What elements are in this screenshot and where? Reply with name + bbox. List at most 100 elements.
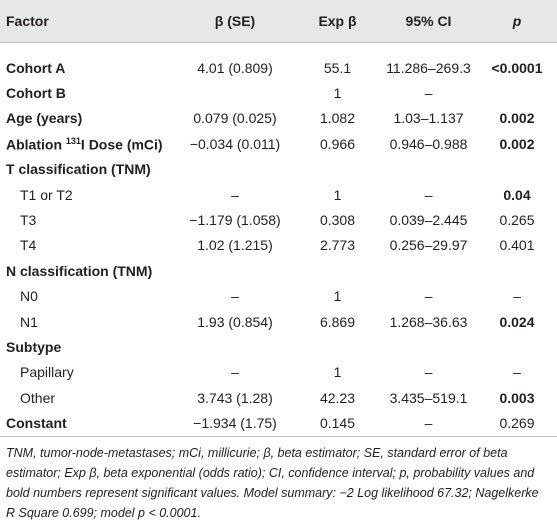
table-row: T1 or T2 – 1 – 0.04 (0, 182, 557, 207)
table-header: Factor β (SE) Exp β 95% CI p (0, 0, 557, 43)
exp-beta-cell (295, 334, 380, 359)
p-cell: 0.04 (503, 186, 531, 203)
p-cell (477, 334, 557, 359)
p-cell: <0.0001 (491, 59, 543, 76)
beta-se-cell (175, 157, 295, 182)
p-cell (477, 157, 557, 182)
beta-se-cell (175, 258, 295, 283)
beta-se-cell: 0.079 (0.025) (193, 110, 277, 127)
factor-cell: Cohort B (6, 85, 66, 102)
exp-beta-cell: 1 (333, 85, 342, 102)
ci-cell: – (424, 364, 433, 381)
p-cell: 0.002 (499, 110, 535, 127)
ci-cell (380, 258, 477, 283)
ci-cell: – (424, 288, 433, 305)
ci-cell (380, 334, 477, 359)
p-cell: 0.002 (499, 135, 535, 152)
table-row: N0 – 1 – – (0, 284, 557, 309)
ci-cell: – (380, 410, 477, 437)
factor-cell: T4 (20, 237, 37, 254)
ci-cell: 0.039–2.445 (389, 212, 468, 229)
factor-cell: Subtype (6, 338, 62, 355)
factor-cell: Age (years) (6, 110, 83, 127)
p-cell: 0.265 (499, 212, 535, 229)
beta-se-cell: 1.02 (1.215) (197, 237, 273, 254)
ci-cell: 3.435–519.1 (389, 389, 468, 406)
beta-se-cell: – (231, 364, 239, 381)
exp-beta-cell: 55.1 (323, 59, 352, 76)
table-row: T3 −1.179 (1.058) 0.308 0.039–2.445 0.265 (0, 207, 557, 232)
table-row: N classification (TNM) (0, 258, 557, 283)
table-row: Constant −1.934 (1.75) 0.145–0.269 (0, 410, 557, 437)
factor-cell: Cohort A (6, 59, 66, 76)
exp-beta-cell (295, 157, 380, 182)
ci-cell: 11.286–269.3 (386, 59, 471, 76)
p-cell: – (513, 288, 521, 305)
exp-beta-cell: 2.773 (319, 237, 356, 254)
exp-beta-cell: 0.308 (319, 212, 356, 229)
factor-text: Ablation (6, 136, 62, 153)
beta-se-cell: – (231, 288, 239, 305)
table-row: Age (years) 0.079 (0.025) 1.082 1.03–1.137 0… (0, 106, 557, 131)
p-cell: – (513, 364, 521, 381)
table-row: Subtype (0, 334, 557, 359)
ci-cell: 0.256–29.97 (389, 237, 468, 254)
table-row: Other 3.743 (1.28) 42.23 3.435–519.1 0.003 (0, 385, 557, 410)
exp-beta-cell: 1 (333, 186, 342, 203)
footnote: TNM, tumor-node-metastases; mCi, millicu… (6, 445, 539, 520)
table-row: T classification (TNM) (0, 157, 557, 182)
exp-beta-cell: 1 (333, 364, 342, 381)
factor-cell: Ablation 131I Dose (mCi) (0, 131, 175, 156)
p-cell (477, 258, 557, 283)
exp-beta-cell: 1.082 (319, 110, 356, 127)
beta-se-cell: −1.179 (1.058) (189, 212, 281, 229)
factor-cell: T classification (TNM) (6, 161, 151, 178)
factor-cell: T1 or T2 (20, 186, 73, 203)
ci-cell: 0.946–0.988 (389, 135, 468, 152)
ci-cell (380, 157, 477, 182)
table-row: T4 1.02 (1.215) 2.773 0.256–29.97 0.401 (0, 233, 557, 258)
factor-cell: T3 (20, 212, 37, 229)
table-row: Ablation 131I Dose (mCi) −0.034 (0.011) 0.… (0, 131, 557, 156)
table-row: Cohort B 1 – (0, 80, 557, 105)
table-row: Cohort A 4.01 (0.809) 55.1 11.286–269.3 <0.0… (0, 55, 557, 80)
p-cell: 0.003 (499, 389, 535, 406)
results-table: Factor β (SE) Exp β 95% CI p Cohort A 4.0… (0, 0, 557, 437)
p-cell (477, 80, 557, 105)
factor-cell: Constant (0, 410, 175, 437)
ci-cell: 1.03–1.137 (393, 110, 464, 127)
factor-superscript: 131 (65, 135, 81, 146)
table-body: Cohort A 4.01 (0.809) 55.1 11.286–269.3 <0.0… (0, 43, 557, 437)
header-cell: Factor (0, 0, 175, 43)
beta-se-cell: 1.93 (0.854) (197, 313, 273, 330)
beta-se-cell: – (231, 186, 239, 203)
header-cell: 95% CI (380, 0, 477, 43)
header-cell: p (477, 0, 557, 43)
exp-beta-cell: 1 (333, 288, 342, 305)
factor-cell: N0 (20, 288, 38, 305)
exp-beta-cell: 0.966 (319, 135, 356, 152)
beta-se-cell (175, 334, 295, 359)
exp-beta-cell: 6.869 (319, 313, 356, 330)
beta-se-cell: 3.743 (1.28) (197, 389, 273, 406)
factor-cell: Other (20, 389, 56, 406)
beta-se-cell: 4.01 (0.809) (197, 59, 273, 76)
spacer (0, 43, 557, 56)
beta-se-cell: −1.934 (1.75) (175, 410, 295, 437)
table-row: Papillary – 1 – – (0, 360, 557, 385)
header-cell: β (SE) (175, 0, 295, 43)
exp-beta-cell: 42.23 (319, 389, 356, 406)
exp-beta-cell: 0.145 (295, 410, 380, 437)
p-cell: 0.269 (477, 410, 557, 437)
factor-cell: Papillary (20, 364, 74, 381)
p-cell: 0.401 (499, 237, 535, 254)
ci-cell: – (424, 85, 433, 102)
ci-cell: 1.268–36.63 (389, 313, 468, 330)
header-cell: Exp β (295, 0, 380, 43)
beta-se-cell (175, 80, 295, 105)
exp-beta-cell (295, 258, 380, 283)
table-row: N1 1.93 (0.854) 6.869 1.268–36.63 0.024 (0, 309, 557, 334)
factor-text: I Dose (mCi) (80, 136, 163, 153)
p-cell: 0.024 (499, 313, 535, 330)
